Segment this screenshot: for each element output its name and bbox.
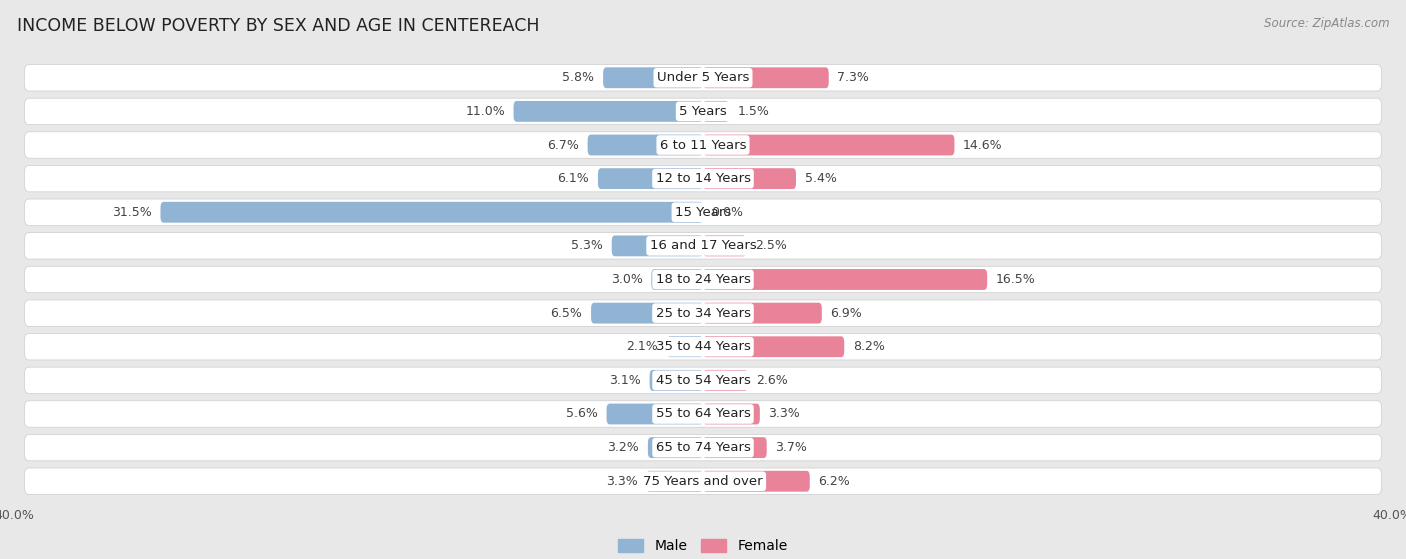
Text: 55 to 64 Years: 55 to 64 Years — [655, 408, 751, 420]
Text: 5.4%: 5.4% — [804, 172, 837, 185]
FancyBboxPatch shape — [598, 168, 703, 189]
FancyBboxPatch shape — [703, 101, 728, 122]
Text: 3.7%: 3.7% — [775, 441, 807, 454]
Text: 65 to 74 Years: 65 to 74 Years — [655, 441, 751, 454]
Text: 0.0%: 0.0% — [711, 206, 744, 219]
FancyBboxPatch shape — [24, 401, 1382, 427]
Text: 3.3%: 3.3% — [769, 408, 800, 420]
FancyBboxPatch shape — [651, 269, 703, 290]
Text: 14.6%: 14.6% — [963, 139, 1002, 151]
Text: 35 to 44 Years: 35 to 44 Years — [655, 340, 751, 353]
Text: Source: ZipAtlas.com: Source: ZipAtlas.com — [1264, 17, 1389, 30]
FancyBboxPatch shape — [24, 98, 1382, 125]
Text: 6 to 11 Years: 6 to 11 Years — [659, 139, 747, 151]
FancyBboxPatch shape — [703, 168, 796, 189]
FancyBboxPatch shape — [703, 437, 766, 458]
FancyBboxPatch shape — [650, 370, 703, 391]
Text: 3.1%: 3.1% — [609, 374, 641, 387]
FancyBboxPatch shape — [703, 303, 823, 324]
FancyBboxPatch shape — [606, 404, 703, 424]
Text: 5 Years: 5 Years — [679, 105, 727, 118]
Text: 1.5%: 1.5% — [738, 105, 769, 118]
Text: 18 to 24 Years: 18 to 24 Years — [655, 273, 751, 286]
FancyBboxPatch shape — [647, 471, 703, 492]
FancyBboxPatch shape — [612, 235, 703, 256]
FancyBboxPatch shape — [24, 468, 1382, 495]
FancyBboxPatch shape — [24, 266, 1382, 293]
Text: 2.1%: 2.1% — [627, 340, 658, 353]
Text: 6.2%: 6.2% — [818, 475, 851, 488]
Text: 45 to 54 Years: 45 to 54 Years — [655, 374, 751, 387]
Text: 15 Years: 15 Years — [675, 206, 731, 219]
FancyBboxPatch shape — [603, 67, 703, 88]
FancyBboxPatch shape — [703, 370, 748, 391]
Text: 5.3%: 5.3% — [571, 239, 603, 252]
Text: 12 to 14 Years: 12 to 14 Years — [655, 172, 751, 185]
Text: 8.2%: 8.2% — [853, 340, 884, 353]
Text: 25 to 34 Years: 25 to 34 Years — [655, 307, 751, 320]
Text: 6.1%: 6.1% — [558, 172, 589, 185]
FancyBboxPatch shape — [588, 135, 703, 155]
Text: 7.3%: 7.3% — [838, 71, 869, 84]
FancyBboxPatch shape — [24, 300, 1382, 326]
Text: 75 Years and over: 75 Years and over — [643, 475, 763, 488]
FancyBboxPatch shape — [24, 334, 1382, 360]
FancyBboxPatch shape — [703, 471, 810, 492]
FancyBboxPatch shape — [703, 67, 828, 88]
FancyBboxPatch shape — [24, 64, 1382, 91]
FancyBboxPatch shape — [703, 404, 759, 424]
FancyBboxPatch shape — [160, 202, 703, 222]
FancyBboxPatch shape — [24, 132, 1382, 158]
Text: 31.5%: 31.5% — [112, 206, 152, 219]
Text: 11.0%: 11.0% — [465, 105, 505, 118]
FancyBboxPatch shape — [703, 337, 844, 357]
Text: 6.9%: 6.9% — [831, 307, 862, 320]
FancyBboxPatch shape — [513, 101, 703, 122]
Text: Under 5 Years: Under 5 Years — [657, 71, 749, 84]
FancyBboxPatch shape — [703, 235, 747, 256]
Text: 16.5%: 16.5% — [995, 273, 1036, 286]
FancyBboxPatch shape — [703, 135, 955, 155]
Text: 3.2%: 3.2% — [607, 441, 640, 454]
FancyBboxPatch shape — [703, 269, 987, 290]
Text: 6.5%: 6.5% — [551, 307, 582, 320]
Text: INCOME BELOW POVERTY BY SEX AND AGE IN CENTEREACH: INCOME BELOW POVERTY BY SEX AND AGE IN C… — [17, 17, 540, 35]
Text: 3.0%: 3.0% — [610, 273, 643, 286]
Text: 6.7%: 6.7% — [547, 139, 579, 151]
FancyBboxPatch shape — [24, 165, 1382, 192]
Text: 2.6%: 2.6% — [756, 374, 789, 387]
FancyBboxPatch shape — [591, 303, 703, 324]
FancyBboxPatch shape — [24, 434, 1382, 461]
Text: 2.5%: 2.5% — [755, 239, 786, 252]
Text: 3.3%: 3.3% — [606, 475, 637, 488]
FancyBboxPatch shape — [666, 337, 703, 357]
FancyBboxPatch shape — [24, 199, 1382, 225]
Legend: Male, Female: Male, Female — [613, 534, 793, 559]
FancyBboxPatch shape — [648, 437, 703, 458]
Text: 5.8%: 5.8% — [562, 71, 595, 84]
Text: 5.6%: 5.6% — [567, 408, 598, 420]
Text: 16 and 17 Years: 16 and 17 Years — [650, 239, 756, 252]
FancyBboxPatch shape — [24, 233, 1382, 259]
FancyBboxPatch shape — [24, 367, 1382, 394]
